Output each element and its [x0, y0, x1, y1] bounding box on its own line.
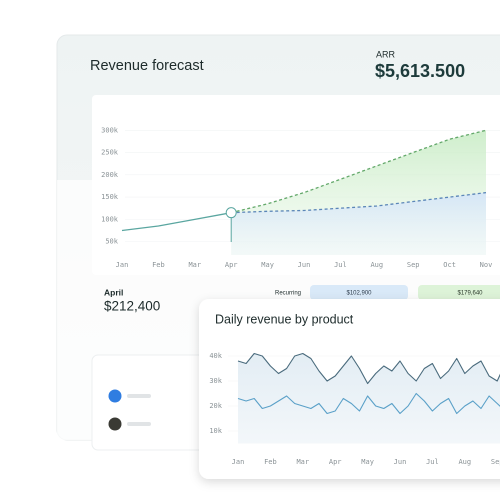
- pill-text: $102,900: [346, 291, 372, 297]
- x-tick-label: Feb: [264, 458, 277, 466]
- y-tick-label: 10k: [209, 427, 222, 435]
- x-tick-label: Nov: [480, 261, 493, 269]
- x-tick-label: Feb: [152, 261, 165, 269]
- series-line: [237, 392, 500, 415]
- legend-dot: [108, 417, 122, 431]
- x-tick-label: Jun: [298, 261, 311, 269]
- y-tick-label: 30k: [209, 377, 222, 385]
- legend-dot: [108, 389, 122, 403]
- placeholder-bar: [127, 394, 151, 398]
- x-tick-label: Sep: [491, 458, 500, 466]
- y-tick-label: 300k: [101, 126, 119, 134]
- y-tick-label: 150k: [101, 193, 119, 201]
- y-tick-label: 20k: [209, 402, 222, 410]
- summary-value: $212,400: [104, 299, 160, 314]
- series-line: [231, 191, 487, 214]
- x-tick-label: Jul: [334, 261, 347, 269]
- y-tick-label: 100k: [101, 215, 119, 223]
- x-tick-label: Jul: [426, 458, 439, 466]
- series-line: [231, 129, 487, 214]
- pill: [310, 285, 408, 300]
- placeholder-bar: [127, 422, 151, 426]
- x-tick-label: May: [261, 261, 274, 269]
- x-tick-label: Mar: [296, 458, 309, 466]
- pill: [418, 285, 500, 300]
- x-tick-label: Apr: [329, 458, 342, 466]
- y-tick-label: 40k: [209, 352, 222, 360]
- series-line: [121, 212, 232, 232]
- metric-value: $5,613.500: [375, 61, 465, 81]
- card-title: Daily revenue by product: [215, 312, 354, 326]
- x-tick-label: Mar: [188, 261, 201, 269]
- card-title: Revenue forecast: [90, 58, 204, 74]
- pill-text: $179,640: [457, 291, 483, 297]
- x-tick-label: Jan: [232, 458, 245, 466]
- x-tick-label: Aug: [370, 261, 383, 269]
- x-tick-label: Jan: [116, 261, 129, 269]
- y-tick-label: 50k: [105, 238, 118, 246]
- y-tick-label: 250k: [101, 149, 119, 157]
- forecast-chart: 50k 100k 150k 200k 250k 300k Jan Feb Mar Apr May Ju…: [101, 126, 500, 269]
- row-label: Recurring: [275, 291, 301, 297]
- series-line: [237, 352, 500, 385]
- series-area: [231, 192, 486, 255]
- marker: [225, 207, 237, 219]
- x-tick-label: Jun: [394, 458, 407, 466]
- y-tick-label: 200k: [101, 171, 119, 179]
- x-tick-label: Aug: [458, 458, 471, 466]
- metric-label: ARR: [376, 49, 396, 59]
- x-tick-label: Apr: [225, 261, 238, 269]
- x-tick-label: Oct: [443, 261, 456, 269]
- daily-chart: 10k 20k 30k 40k Jan Feb Mar Apr May Jun Jul Aug Sep: [209, 352, 500, 466]
- summary-month: April: [104, 287, 123, 297]
- x-tick-label: Sep: [407, 261, 420, 269]
- x-tick-label: May: [361, 458, 374, 466]
